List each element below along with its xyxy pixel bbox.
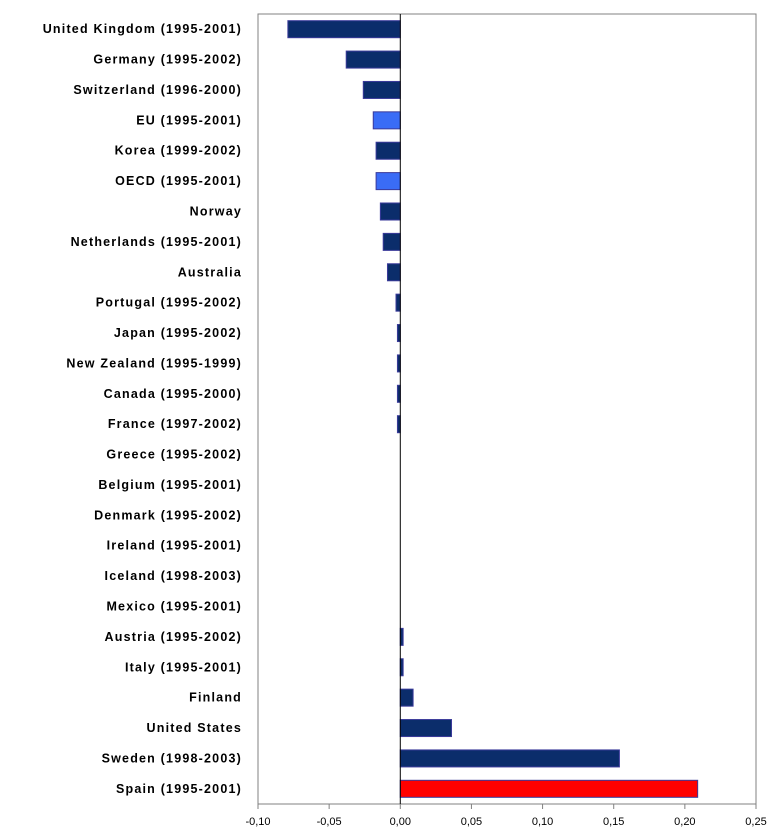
- category-label: Switzerland (1996-2000): [73, 83, 242, 97]
- x-tick-label: 0,25: [745, 816, 766, 828]
- x-tick-label: 0,15: [603, 816, 624, 828]
- bar: [375, 172, 401, 191]
- x-tick-label: 0,00: [390, 816, 411, 828]
- category-label: Netherlands (1995-2001): [71, 235, 242, 249]
- category-label: United Kingdom (1995-2001): [43, 22, 242, 36]
- category-label: Japan (1995-2002): [114, 326, 242, 340]
- bar: [399, 719, 453, 738]
- category-label: Spain (1995-2001): [116, 782, 242, 796]
- bars-group: [287, 20, 699, 798]
- x-tick-label: 0,20: [674, 816, 695, 828]
- bar: [395, 293, 401, 312]
- category-label: Finland: [189, 691, 242, 705]
- category-label: Iceland (1998-2003): [105, 569, 242, 583]
- x-tick-label: 0,05: [461, 816, 482, 828]
- category-label: Mexico (1995-2001): [106, 600, 242, 614]
- bar: [362, 80, 401, 99]
- x-tick-label: 0,10: [532, 816, 553, 828]
- category-label: Australia: [178, 265, 242, 279]
- bar: [399, 779, 699, 798]
- category-label: Denmark (1995-2002): [94, 508, 242, 522]
- category-label: Ireland (1995-2001): [107, 539, 242, 553]
- category-label: Belgium (1995-2001): [98, 478, 242, 492]
- category-label: Austria (1995-2002): [105, 630, 242, 644]
- plot-area: [257, 13, 757, 805]
- category-labels: United Kingdom (1995-2001) Germany (1995-…: [43, 22, 242, 796]
- category-label: Canada (1995-2000): [104, 387, 242, 401]
- category-label: France (1997-2002): [108, 417, 242, 431]
- bar: [345, 50, 401, 69]
- category-label: OECD (1995-2001): [115, 174, 242, 188]
- category-label: Portugal (1995-2002): [96, 296, 242, 310]
- x-axis-ticks: -0,10 -0,05 0,00 0,05 0,10 0,15 0,20 0,25: [245, 804, 767, 828]
- category-label: EU (1995-2001): [136, 113, 242, 127]
- bar: [287, 20, 401, 39]
- bar: [399, 688, 414, 707]
- bar: [386, 263, 401, 282]
- category-label: Greece (1995-2002): [106, 448, 242, 462]
- bar: [382, 232, 401, 251]
- category-label: Korea (1999-2002): [115, 144, 242, 158]
- category-label: Italy (1995-2001): [125, 660, 242, 674]
- x-tick-label: -0,10: [245, 816, 270, 828]
- bar: [379, 202, 401, 221]
- bar: [372, 111, 401, 130]
- category-label: Germany (1995-2002): [93, 53, 242, 67]
- bar: [399, 749, 620, 768]
- category-label: New Zealand (1995-1999): [66, 356, 242, 370]
- x-tick-label: -0,05: [317, 816, 342, 828]
- category-label: United States: [147, 721, 242, 735]
- bar: [375, 141, 401, 160]
- category-label: Sweden (1998-2003): [102, 751, 242, 765]
- category-label: Norway: [190, 205, 242, 219]
